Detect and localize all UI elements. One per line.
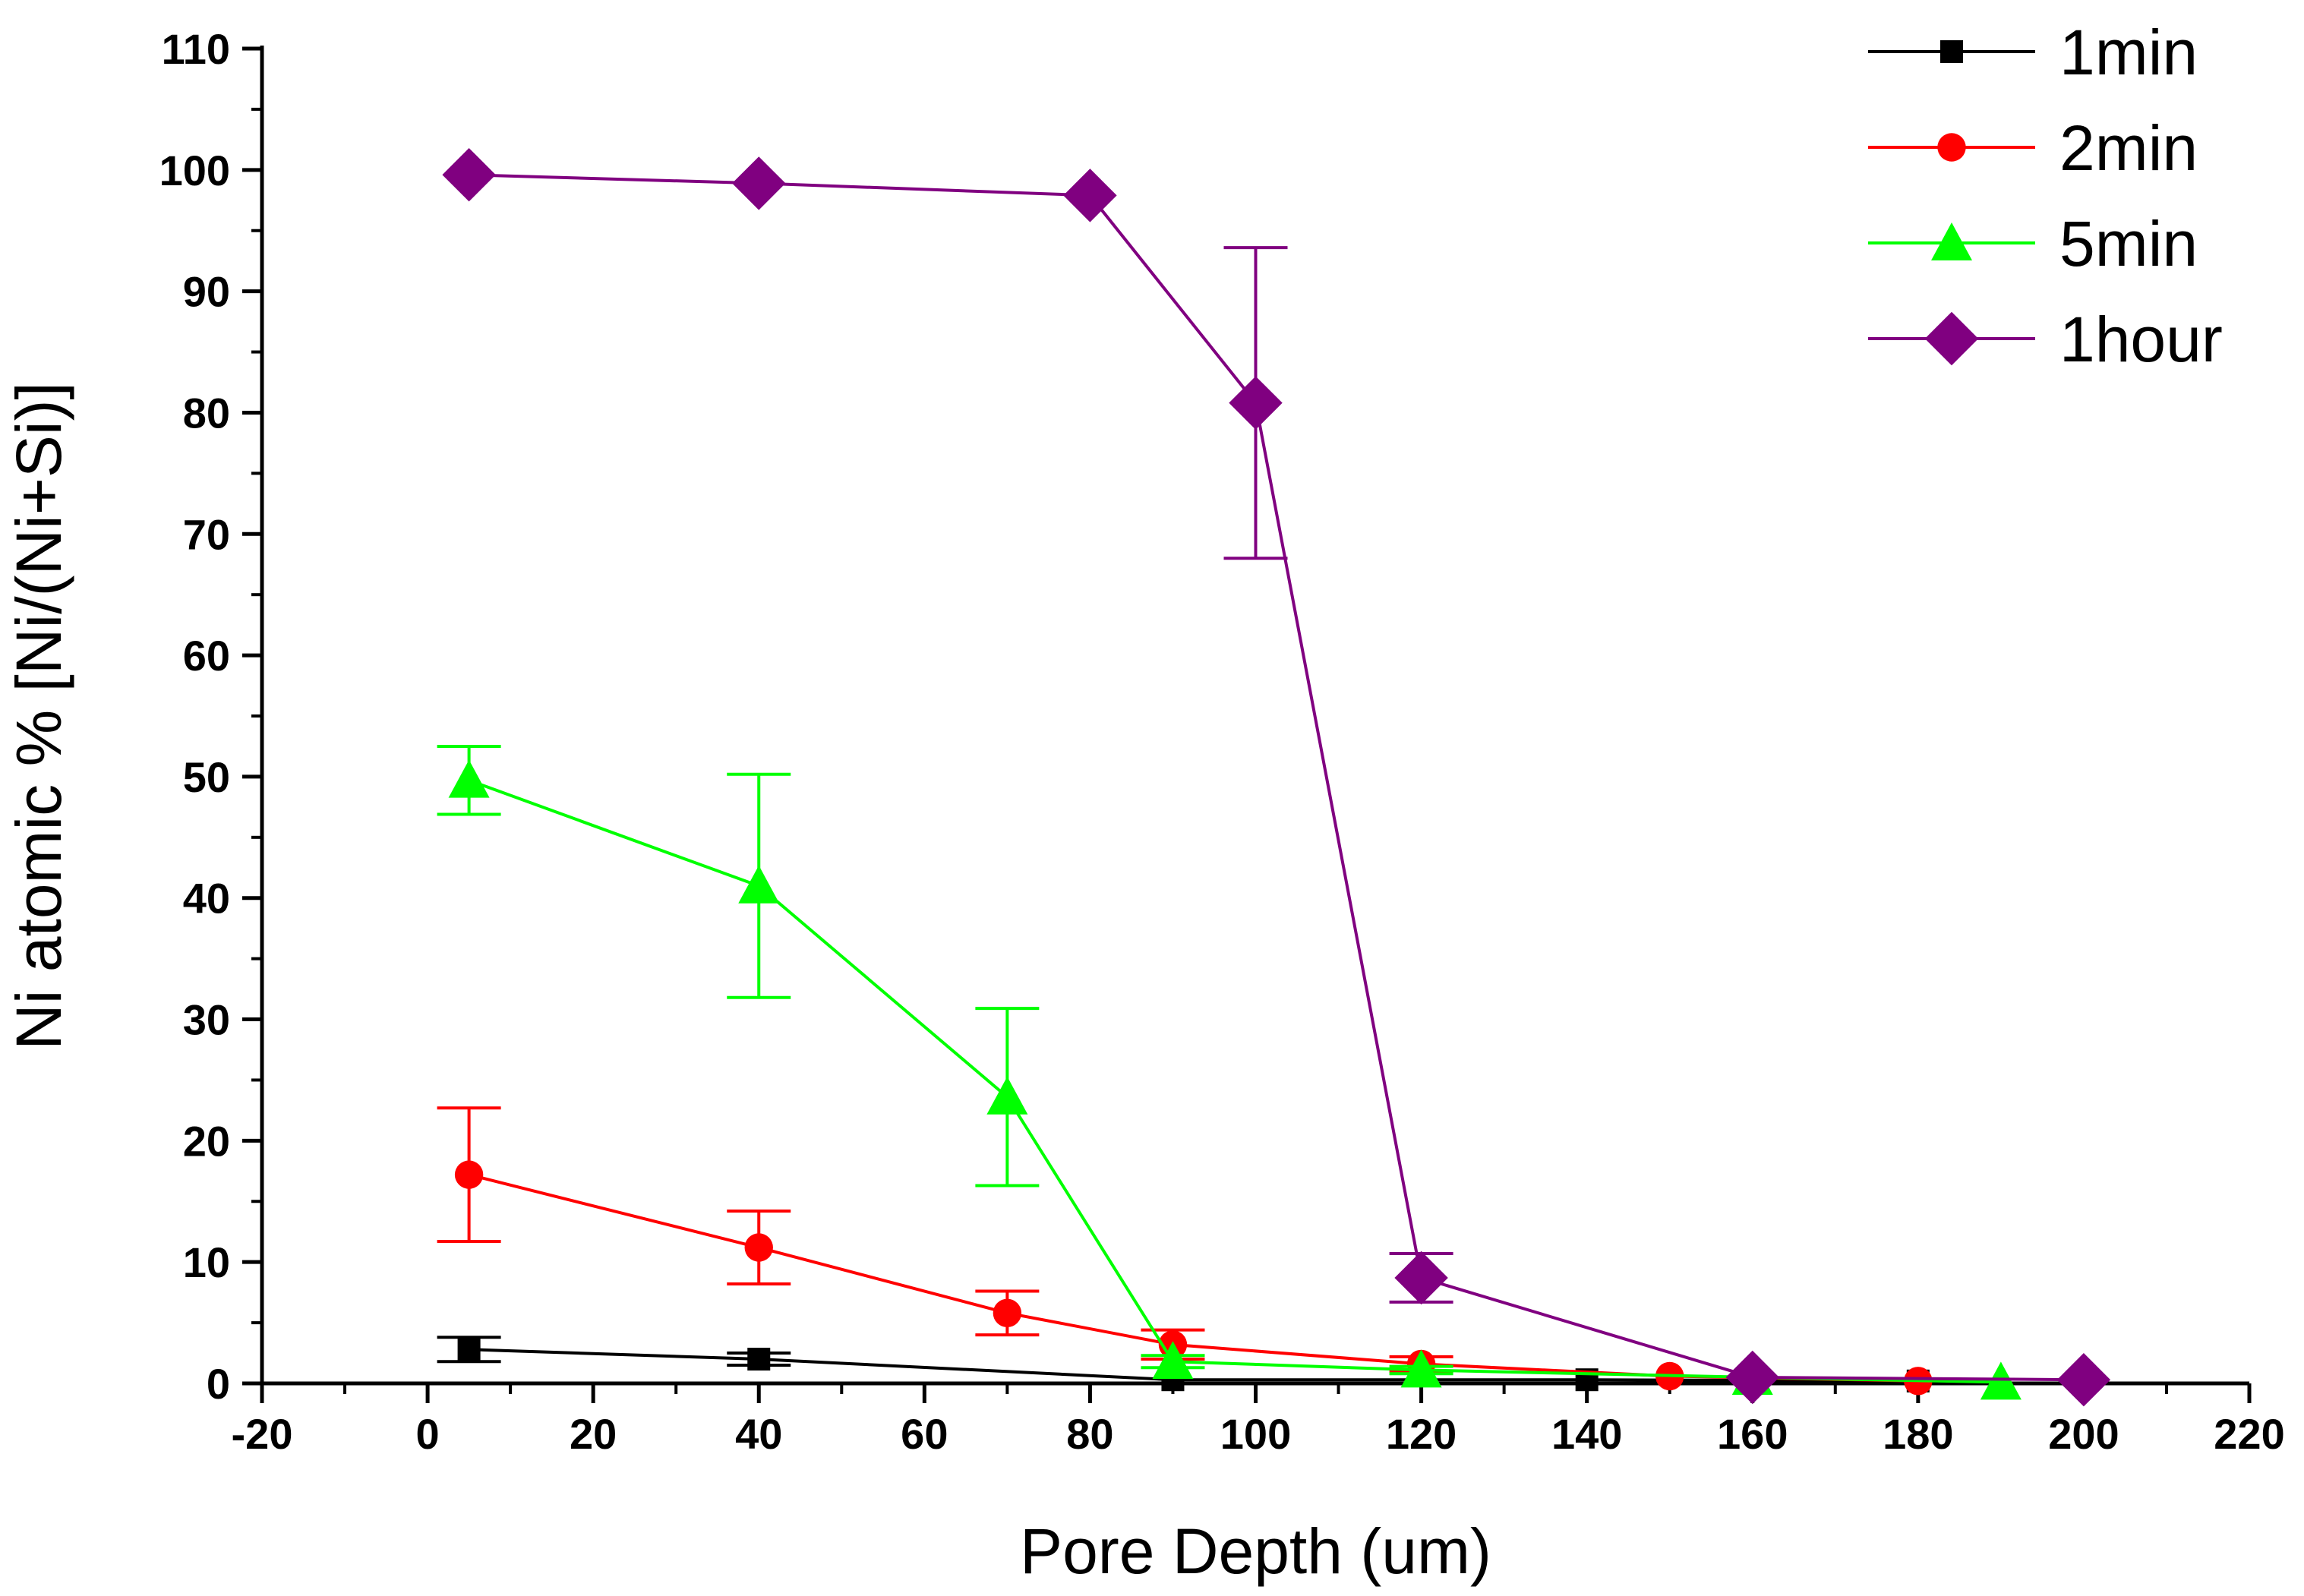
legend-marker — [1924, 311, 1979, 366]
x-tick-label: 40 — [735, 1410, 782, 1458]
data-point — [454, 1160, 484, 1189]
y-tick-label: 50 — [183, 753, 230, 801]
data-point — [732, 156, 786, 210]
y-tick-label: 110 — [162, 25, 230, 73]
x-tick-label: 20 — [570, 1410, 617, 1458]
legend-item-1hour: 1hour — [1868, 304, 2223, 375]
data-point — [442, 148, 496, 202]
legend-marker — [1937, 133, 1966, 162]
legend-label: 2min — [2059, 112, 2198, 184]
data-point — [744, 1233, 773, 1262]
legend-marker — [1940, 40, 1963, 63]
data-point — [448, 759, 490, 798]
x-tick-label: 200 — [2048, 1410, 2119, 1458]
x-tick-label: 140 — [1551, 1410, 1622, 1458]
legend-label: 1hour — [2059, 304, 2223, 375]
x-tick-label: 100 — [1220, 1410, 1291, 1458]
data-point — [747, 1348, 771, 1371]
legend-marker — [1931, 222, 1972, 260]
data-point — [1394, 1251, 1448, 1305]
legend-item-1min: 1min — [1868, 17, 2198, 88]
y-tick-label: 100 — [159, 147, 230, 194]
y-tick-label: 80 — [183, 389, 230, 437]
y-tick-label: 30 — [183, 996, 230, 1044]
y-tick-label: 90 — [183, 268, 230, 316]
x-tick-label: 80 — [1066, 1410, 1113, 1458]
legend-item-5min: 5min — [1868, 208, 2198, 279]
x-tick-label: -20 — [232, 1410, 293, 1458]
x-tick-label: 220 — [2214, 1410, 2284, 1458]
y-tick-label: 60 — [183, 632, 230, 680]
legend-item-2min: 2min — [1868, 112, 2198, 184]
series-layer — [437, 148, 2111, 1407]
data-point — [986, 1076, 1028, 1115]
y-tick-label: 20 — [183, 1117, 230, 1165]
legend-label: 1min — [2059, 17, 2198, 88]
data-point — [1063, 169, 1117, 222]
legend: 1min 2min 5min 1hour — [1868, 17, 2223, 375]
data-point — [1229, 376, 1283, 430]
x-axis-title: Pore Depth (um) — [1020, 1516, 1491, 1587]
data-point — [738, 865, 780, 904]
data-point — [457, 1338, 481, 1361]
data-point — [1152, 1341, 1194, 1380]
data-point — [1400, 1349, 1442, 1388]
series-1hour — [442, 148, 2111, 1407]
x-tick-label: 180 — [1883, 1410, 1953, 1458]
x-tick-label: 160 — [1717, 1410, 1788, 1458]
x-tick-label: 120 — [1386, 1410, 1457, 1458]
x-tick-label: 0 — [416, 1410, 440, 1458]
x-tick-label: 60 — [901, 1410, 948, 1458]
data-point — [2056, 1353, 2111, 1407]
data-point — [1725, 1350, 1779, 1405]
legend-label: 5min — [2059, 208, 2198, 279]
y-axis-title: Ni atomic % [Ni/(Ni+Si)] — [3, 382, 74, 1050]
y-tick-label: 0 — [207, 1360, 230, 1408]
y-tick-label: 10 — [183, 1238, 230, 1286]
y-tick-label: 70 — [183, 510, 230, 558]
y-tick-label: 40 — [183, 875, 230, 923]
data-point — [993, 1298, 1022, 1328]
